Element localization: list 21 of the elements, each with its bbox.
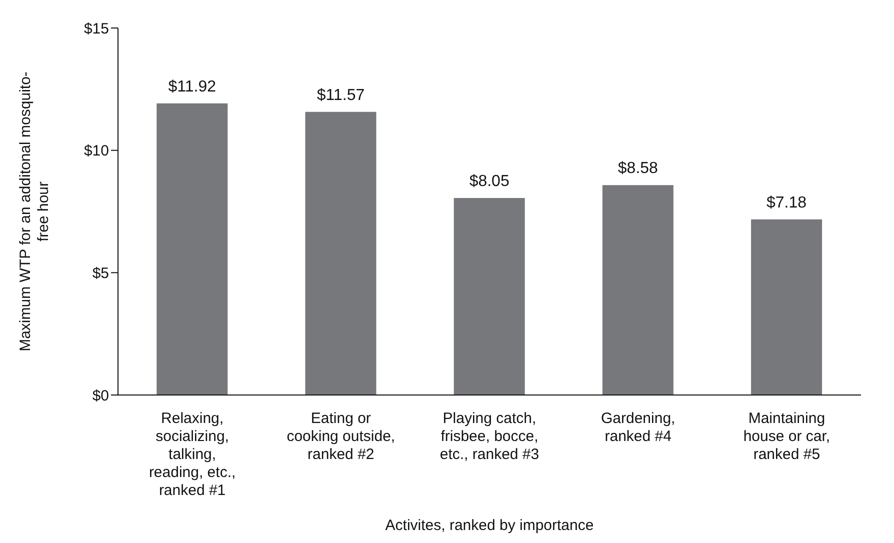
x-tick-label: Playing catch, frisbee, bocce, etc., ranked #3 bbox=[440, 410, 540, 463]
data-label: $11.92 bbox=[168, 78, 216, 96]
bar bbox=[602, 185, 674, 395]
y-tick-label: $15 bbox=[84, 20, 109, 38]
x-axis-title: Activites, ranked by importance bbox=[385, 517, 594, 534]
data-label: $11.57 bbox=[316, 86, 365, 104]
x-tick-label: Gardening, ranked #4 bbox=[600, 410, 676, 445]
y-axis-title: Maximum WTP for an additonal mosquito-free hour bbox=[17, 72, 52, 352]
bar bbox=[454, 198, 525, 395]
x-tick-label: Eating or cooking outside, ranked #2 bbox=[286, 410, 396, 463]
bar bbox=[156, 103, 228, 395]
bar bbox=[305, 112, 376, 395]
y-tick-label: $5 bbox=[92, 264, 109, 282]
y-tick-label: $10 bbox=[84, 142, 109, 160]
y-tick-label: $0 bbox=[92, 387, 109, 404]
data-label: $8.58 bbox=[618, 160, 658, 178]
x-tick-label: Maintaining house or car, ranked #5 bbox=[743, 410, 830, 463]
data-label: $7.18 bbox=[766, 194, 807, 212]
bar bbox=[751, 219, 822, 395]
data-label: $8.05 bbox=[469, 173, 510, 190]
x-tick-label: Relaxing, socializing, talking, reading, etc., ranked #1 bbox=[148, 410, 236, 499]
